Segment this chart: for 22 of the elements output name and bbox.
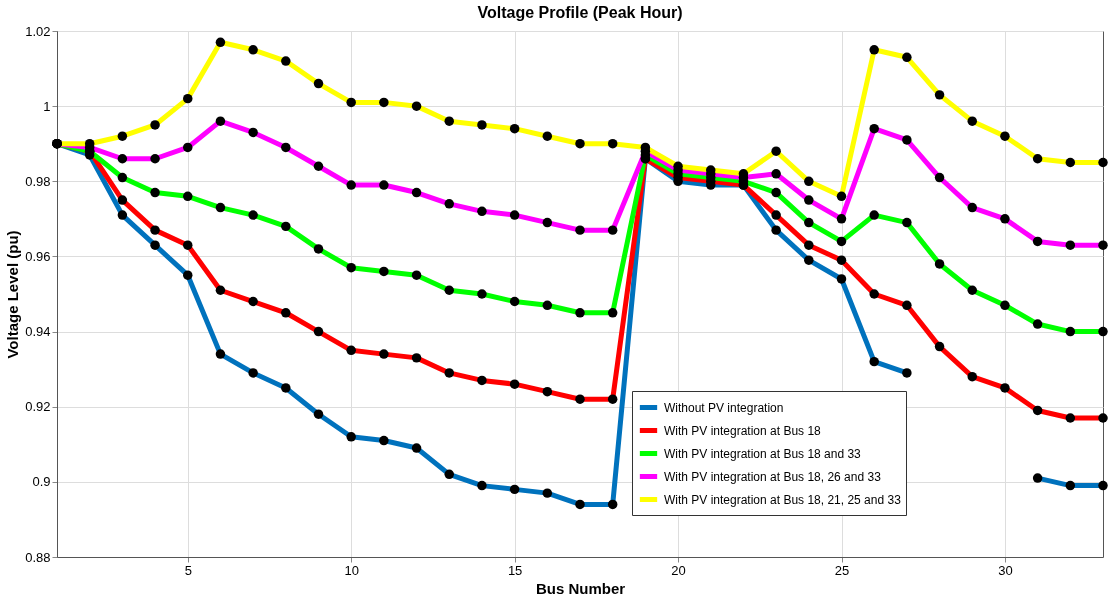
y-axis-title: Voltage Level (pu)	[4, 230, 22, 359]
x-tick-label: 5	[184, 562, 192, 578]
x-axis-title: Bus Number	[535, 579, 626, 597]
legend-label: With PV integration at Bus 18	[664, 423, 822, 438]
chart-title: Voltage Profile (Peak Hour)	[477, 4, 683, 21]
y-tick-label: 0.92	[25, 399, 51, 415]
y-tick-label: 0.98	[25, 173, 51, 189]
x-tick-label: 10	[344, 562, 359, 578]
y-tick-label: 0.9	[32, 474, 51, 490]
y-tick-label: 0.88	[25, 549, 51, 565]
x-tick-label: 15	[507, 562, 523, 578]
y-tick-label: 0.94	[25, 324, 51, 340]
x-tick-label: 25	[834, 562, 850, 578]
x-tick-label: 20	[671, 562, 686, 578]
legend-label: With PV integration at Bus 18, 26 and 33	[664, 469, 882, 484]
x-tick-label: 30	[998, 562, 1013, 578]
y-tick-label: 1	[43, 98, 51, 114]
legend-label: With PV integration at Bus 18 and 33	[664, 446, 862, 461]
y-tick-label: 1.02	[25, 23, 51, 39]
legend-label: With PV integration at Bus 18, 21, 25 and 33	[664, 492, 902, 507]
y-tick-label: 0.96	[25, 248, 51, 264]
legend-label: Without PV integration	[664, 400, 784, 415]
